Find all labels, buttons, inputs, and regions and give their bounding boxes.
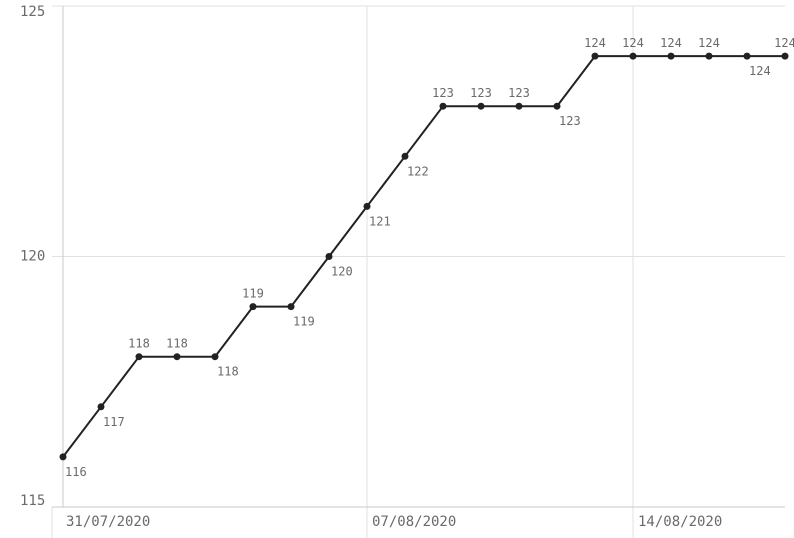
x-tick-label: 07/08/2020 [372, 514, 456, 530]
series-line [62, 55, 785, 458]
data-point [629, 52, 637, 60]
data-point [591, 52, 599, 60]
data-point [173, 353, 181, 361]
data-label: 124 [660, 36, 682, 50]
data-point [135, 353, 143, 361]
data-label: 118 [217, 365, 239, 379]
tick-labels: 115 120 125 31/07/2020 07/08/2020 14/08/2020 [20, 4, 722, 530]
data-label: 121 [369, 214, 391, 228]
gridlines [51, 5, 785, 538]
data-point [667, 52, 675, 60]
y-tick-label: 120 [20, 249, 45, 265]
data-label: 118 [166, 337, 188, 351]
data-point [287, 303, 295, 311]
data-point [211, 353, 219, 361]
data-label: 118 [128, 337, 150, 351]
data-point [439, 102, 447, 110]
data-label: 120 [331, 265, 353, 279]
series [59, 52, 789, 461]
data-point [363, 202, 371, 210]
data-label: 124 [749, 64, 771, 78]
data-point [515, 102, 523, 110]
data-label: 117 [103, 415, 125, 429]
data-point [781, 52, 789, 60]
data-label: 124 [698, 36, 720, 50]
data-point [249, 303, 257, 311]
data-point [705, 52, 713, 60]
data-label: 119 [293, 315, 315, 329]
data-label: 123 [559, 114, 581, 128]
axes [52, 6, 785, 508]
data-label: 123 [508, 86, 530, 100]
data-label: 122 [407, 164, 429, 178]
data-label: 116 [65, 465, 87, 479]
data-point [401, 152, 409, 160]
data-label: 124 [774, 36, 794, 50]
data-label: 124 [584, 36, 606, 50]
data-point [553, 102, 561, 110]
data-point [59, 453, 67, 461]
x-tick-label: 14/08/2020 [638, 514, 722, 530]
data-point [477, 102, 485, 110]
data-labels: 116 117 118 118 118 119 119 120 121 122 123 123 123 1… [65, 36, 794, 479]
data-point [743, 52, 751, 60]
data-label: 123 [432, 86, 454, 100]
data-label: 119 [242, 287, 264, 301]
data-label: 123 [470, 86, 492, 100]
y-tick-label: 115 [20, 493, 45, 509]
data-point [325, 253, 333, 260]
x-tick-label: 31/07/2020 [66, 514, 150, 530]
data-label: 124 [622, 36, 644, 50]
y-tick-label: 125 [20, 4, 45, 20]
data-point [97, 403, 105, 411]
